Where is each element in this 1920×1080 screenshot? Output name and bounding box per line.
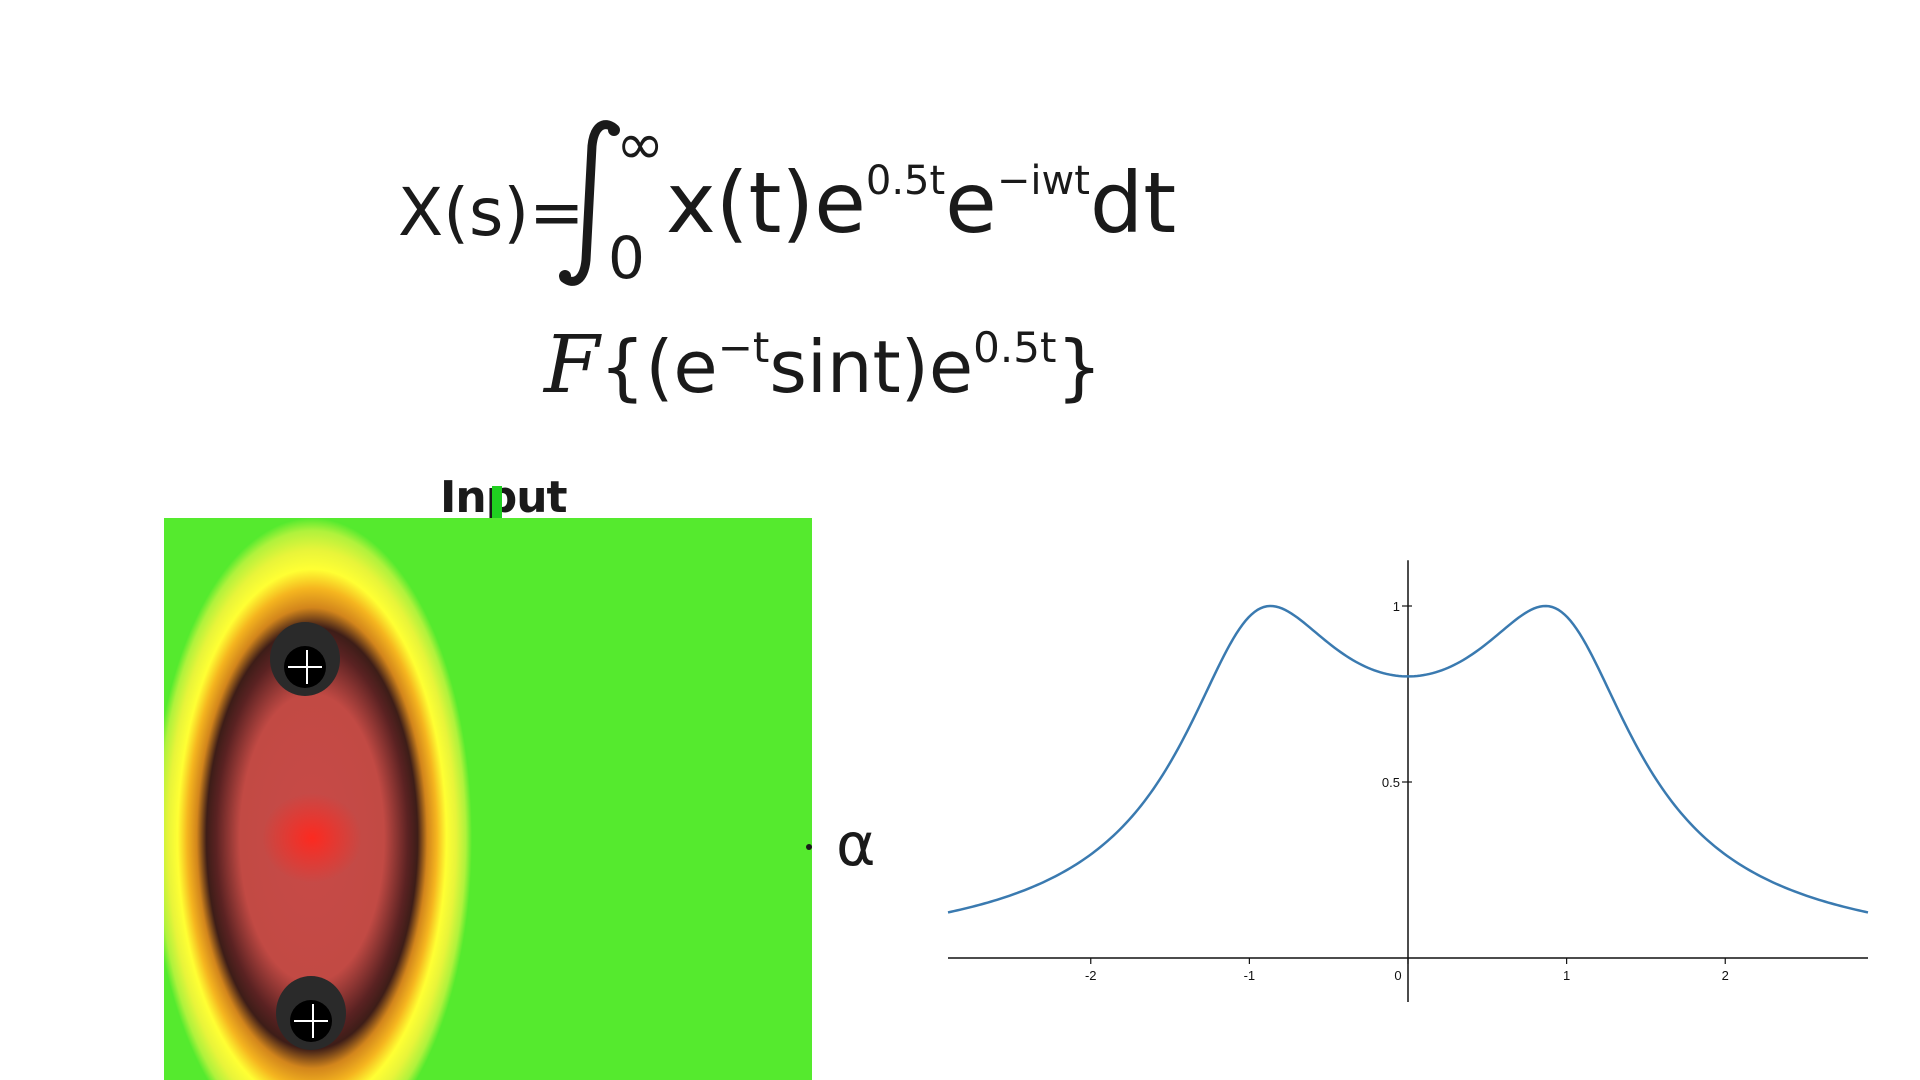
fourier-part-3: } (1056, 325, 1103, 409)
magnitude-plot: -2 -1 0 1 2 0.5 1 (947, 560, 1869, 1002)
fourier-operator: F (544, 318, 600, 411)
pole-marker-top (270, 622, 340, 696)
alpha-axis-label: α (836, 810, 876, 880)
x-tick-label: 2 (1722, 968, 1729, 983)
integral-lower-limit: 0 (608, 224, 645, 292)
magnitude-curve (947, 604, 1869, 914)
integral-upper-limit: ∞ (616, 110, 665, 178)
heatmap-title: Input (440, 472, 568, 523)
heatmap-surface (164, 518, 812, 1080)
laplace-formula: X(s)= ∞ 0 x(t)e0.5te−iwtdt (398, 110, 1176, 292)
plot-ticks: -2 -1 0 1 2 0.5 1 (1085, 599, 1729, 983)
fourier-exponent-1: −t (717, 323, 770, 372)
fourier-formula: F{(e−tsint)e0.5t} (544, 318, 1102, 411)
integrand-part-2: e (945, 154, 997, 252)
exponent-2: −iwt (996, 158, 1090, 204)
integrand-part-3: dt (1089, 154, 1177, 252)
integrand: x(t)e0.5te−iwtdt (666, 154, 1176, 252)
fourier-part-1: {(e (599, 325, 718, 409)
alpha-axis-dot (806, 844, 812, 850)
fourier-exponent-2: 0.5t (973, 323, 1057, 372)
x-tick-label: -2 (1085, 968, 1097, 983)
integrand-part-1: x(t)e (666, 154, 866, 252)
formula-lhs: X(s)= (398, 174, 585, 251)
exponent-1: 0.5t (865, 158, 946, 204)
x-tick-label: -1 (1244, 968, 1256, 983)
heatmap-panel (164, 518, 812, 1080)
pole-marker-bottom (276, 976, 346, 1050)
plot-axes (948, 560, 1868, 1002)
fourier-part-2: sint)e (769, 325, 974, 409)
integral-sign-icon (559, 120, 620, 286)
y-tick-label: 0.5 (1382, 775, 1400, 790)
input-marker (492, 486, 502, 522)
x-tick-label: 1 (1563, 968, 1570, 983)
y-tick-label: 1 (1393, 599, 1400, 614)
x-tick-label: 0 (1394, 968, 1401, 983)
